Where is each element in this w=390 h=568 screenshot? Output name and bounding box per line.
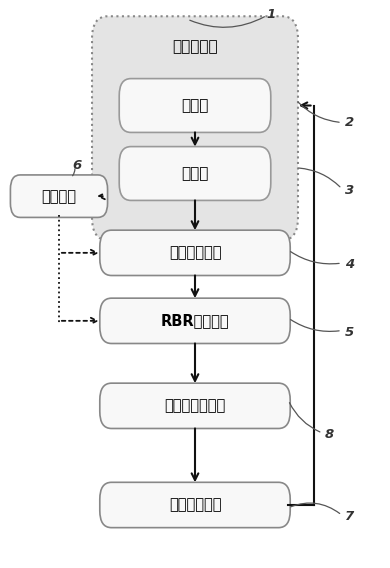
Text: 8: 8 — [325, 428, 335, 441]
FancyBboxPatch shape — [100, 482, 290, 528]
Text: 6: 6 — [73, 158, 82, 172]
FancyBboxPatch shape — [100, 383, 290, 428]
Text: RBR操作单元: RBR操作单元 — [161, 314, 229, 328]
FancyBboxPatch shape — [100, 298, 290, 344]
FancyBboxPatch shape — [11, 175, 108, 218]
FancyBboxPatch shape — [92, 16, 298, 240]
Text: 7: 7 — [345, 510, 354, 523]
Text: 1: 1 — [267, 9, 276, 22]
FancyBboxPatch shape — [119, 147, 271, 201]
Text: 3: 3 — [345, 184, 354, 197]
Text: 重排序缓冲单元: 重排序缓冲单元 — [164, 398, 226, 414]
Text: 池化操作单元: 池化操作单元 — [169, 245, 221, 260]
Text: 2: 2 — [345, 116, 354, 129]
Text: 4: 4 — [345, 258, 354, 271]
Text: 块随机存储器: 块随机存储器 — [169, 498, 221, 512]
Text: 加法器: 加法器 — [181, 166, 209, 181]
FancyBboxPatch shape — [100, 230, 290, 275]
Text: 乘法器: 乘法器 — [181, 98, 209, 113]
FancyBboxPatch shape — [119, 78, 271, 132]
Text: 卷积运算器: 卷积运算器 — [172, 39, 218, 54]
Text: 5: 5 — [345, 325, 354, 339]
Text: 主控模块: 主控模块 — [41, 189, 76, 204]
